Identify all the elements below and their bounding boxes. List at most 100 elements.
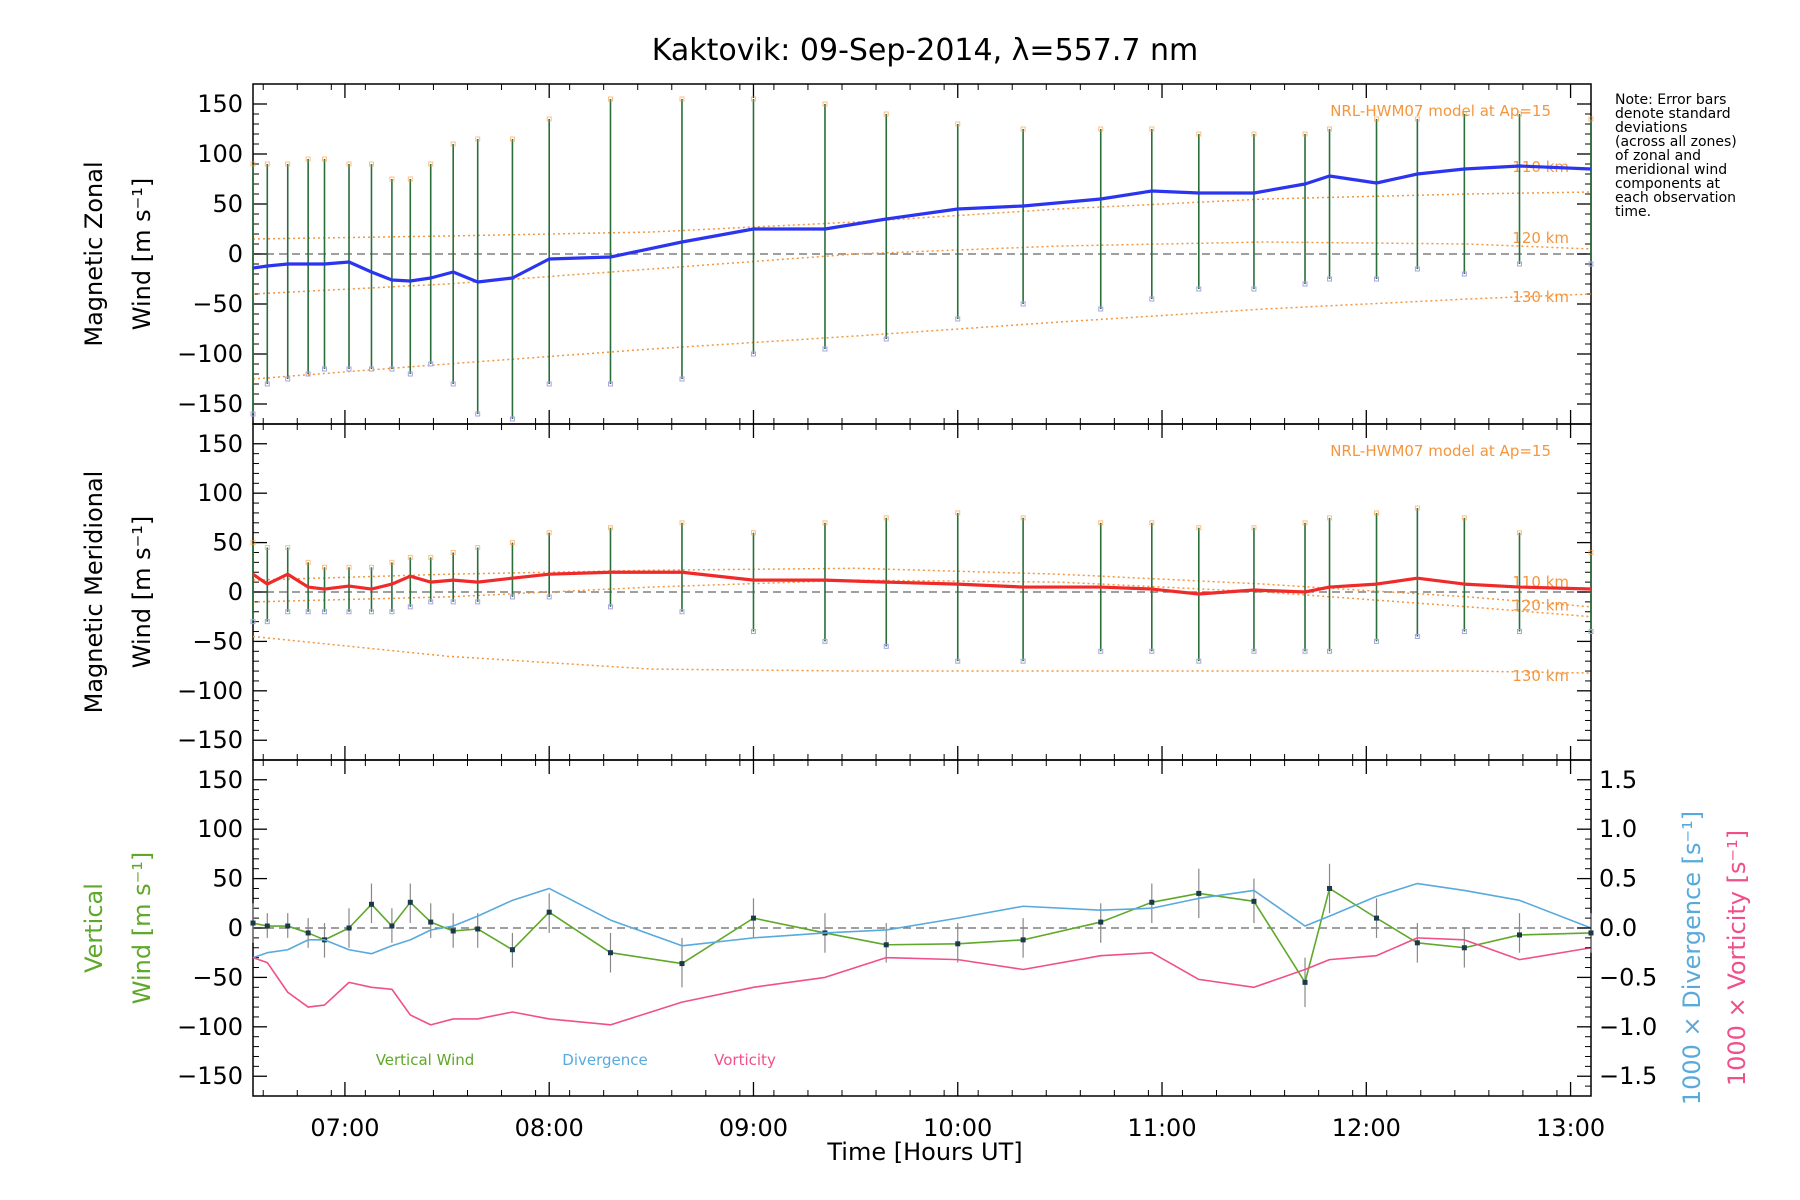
series-line [252, 164, 1592, 284]
y-tick-label: −50 [192, 627, 243, 655]
data-point [1302, 979, 1308, 985]
right-tick-label: 1.5 [1599, 766, 1637, 794]
scatter-point [883, 111, 889, 117]
x-tick-label: 10:00 [923, 1114, 992, 1142]
scatter-point [1098, 520, 1104, 526]
scatter-point [822, 101, 828, 107]
scatter-point [509, 594, 515, 600]
data-point [407, 899, 413, 905]
data-point [1588, 930, 1594, 936]
scatter-point [679, 96, 685, 102]
scatter-point [1374, 116, 1380, 122]
scatter-point [428, 554, 434, 560]
scatter-point [1149, 296, 1155, 302]
data-point [1020, 937, 1026, 943]
data-point [1196, 890, 1202, 896]
scatter-point [1020, 126, 1026, 132]
note-line: denote standard [1615, 106, 1731, 122]
scatter-point [1149, 126, 1155, 132]
scatter-point [679, 609, 685, 615]
y-axis-title: Wind [m s⁻¹] [128, 852, 156, 1004]
data-point [250, 920, 256, 926]
y-axis-title: Wind [m s⁻¹] [128, 516, 156, 668]
scatter-point [1588, 549, 1594, 555]
scatter-point [679, 376, 685, 382]
scatter-point [321, 366, 327, 372]
note-line: (across all zones) [1615, 134, 1737, 150]
scatter-point [546, 381, 552, 387]
chart-title: Kaktovik: 09-Sep-2014, λ=557.7 nm [652, 33, 1198, 68]
data-point [1517, 932, 1523, 938]
note-line: components at [1615, 176, 1721, 192]
x-tick-label: 12:00 [1332, 1114, 1401, 1142]
scatter-point [1020, 658, 1026, 664]
scatter-point [546, 116, 552, 122]
data-point [679, 961, 685, 967]
data-point [1461, 945, 1467, 951]
y-tick-label: 100 [197, 815, 243, 843]
scatter-point [955, 121, 961, 127]
data-point [389, 923, 395, 929]
scatter-point [389, 609, 395, 615]
scatter-point [1196, 525, 1202, 531]
legend-item: Vorticity [714, 1051, 776, 1069]
panel-vertical: −150 −100 −50 0 50 100 150 Vertical Wind [m s⁻¹]… [80, 759, 1751, 1142]
scatter-point [955, 510, 961, 516]
series-line [252, 887, 1592, 984]
scatter-point [450, 599, 456, 605]
scatter-point [1098, 126, 1104, 132]
model-label: NRL-HWM07 model at Ap=15 [1330, 442, 1551, 460]
note-line: time. [1615, 204, 1651, 220]
note-line: each observation [1615, 190, 1736, 206]
scatter-point [1414, 633, 1420, 639]
scatter-point [305, 156, 311, 162]
scatter-point [368, 366, 374, 372]
scatter-point [1461, 515, 1467, 521]
scatter-point [607, 96, 613, 102]
scatter-point [428, 161, 434, 167]
scatter-point [389, 176, 395, 182]
scatter-point [1327, 648, 1333, 654]
data-point [346, 925, 352, 931]
scatter-point [1327, 515, 1333, 521]
scatter-point [1588, 261, 1594, 267]
data-point [1327, 885, 1333, 891]
scatter-point [1374, 510, 1380, 516]
y-tick-label: 150 [197, 430, 243, 458]
scatter-point [264, 161, 270, 167]
scatter-point [346, 564, 352, 570]
scatter-point [1098, 306, 1104, 312]
scatter-point [1517, 629, 1523, 635]
scatter-point [407, 176, 413, 182]
scatter-point [1461, 111, 1467, 117]
x-tick-label: 07:00 [310, 1114, 379, 1142]
scatter-point [1517, 111, 1523, 117]
scatter-point [321, 156, 327, 162]
scatter-point [1461, 271, 1467, 277]
right-axis-title-divergence: 1000 × Divergence [s⁻¹] [1678, 811, 1706, 1105]
scatter-point [1517, 530, 1523, 536]
scatter-point [1020, 301, 1026, 307]
y-tick-label: −100 [177, 340, 243, 368]
legend-item: Vertical Wind [376, 1051, 475, 1069]
x-tick-label: 11:00 [1127, 1114, 1196, 1142]
scatter-point [346, 161, 352, 167]
scatter-point [407, 554, 413, 560]
scatter-point [368, 564, 374, 570]
scatter-point [250, 540, 256, 546]
scatter-point [822, 346, 828, 352]
scatter-point [607, 381, 613, 387]
data-point [1251, 898, 1257, 904]
y-tick-label: 150 [197, 766, 243, 794]
scatter-point [1302, 520, 1308, 526]
y-tick-label: 150 [197, 90, 243, 118]
data-point [450, 928, 456, 934]
note-block: Note: Error bars denote standard deviati… [1615, 92, 1737, 220]
data-point [509, 947, 515, 953]
scatter-point [450, 381, 456, 387]
y-axis-title: Magnetic Meridional [80, 471, 108, 714]
scatter-point [428, 361, 434, 367]
scatter-point [1588, 629, 1594, 635]
scatter-point [1020, 515, 1026, 521]
right-tick-label: 1.0 [1599, 815, 1637, 843]
